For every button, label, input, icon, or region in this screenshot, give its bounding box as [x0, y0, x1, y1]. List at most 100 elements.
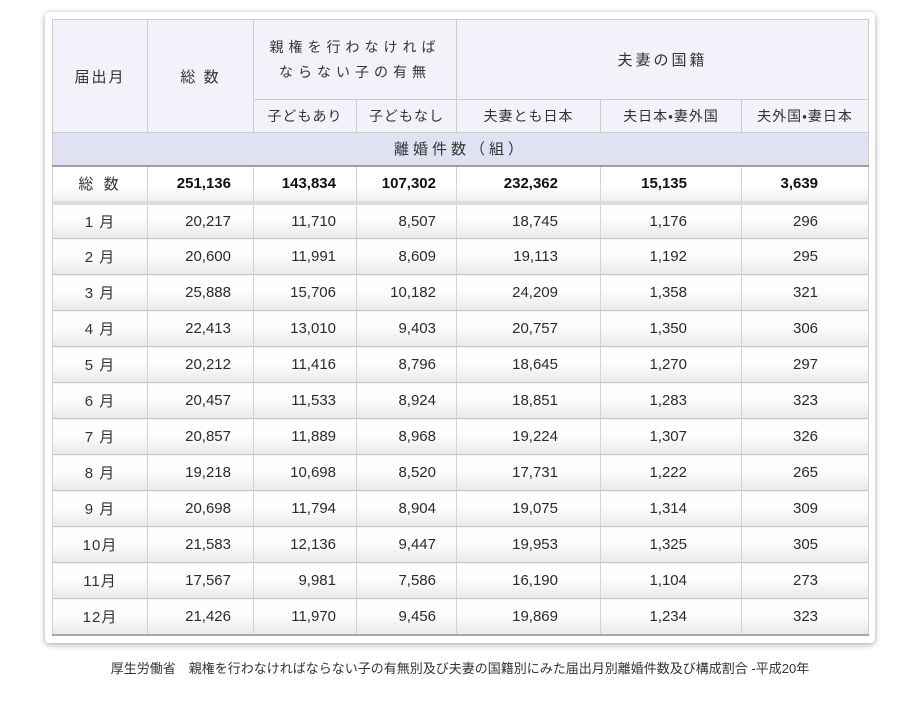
table-cell: 326 — [740, 418, 870, 455]
table-cell: 11,794 — [253, 490, 357, 527]
table-cell: 18,645 — [456, 346, 601, 383]
table-cell: 1,234 — [600, 598, 742, 636]
table-cell: 309 — [740, 490, 870, 527]
header-total: 総 数 — [147, 19, 254, 133]
table-cell: 9,456 — [356, 598, 457, 636]
month-label: 6 月 — [52, 382, 148, 419]
table-cell: 20,212 — [147, 346, 254, 383]
month-label: 10月 — [52, 526, 148, 563]
table-row: 3 月 25,888 15,706 10,182 24,209 1,358 32… — [52, 274, 870, 311]
table-cell: 20,698 — [147, 490, 254, 527]
table-cell: 1,270 — [600, 346, 742, 383]
table-cell: 305 — [740, 526, 870, 563]
table-cell: 11,889 — [253, 418, 357, 455]
table-row: 4 月 22,413 13,010 9,403 20,757 1,350 306 — [52, 310, 870, 347]
table-row: 8 月 19,218 10,698 8,520 17,731 1,222 265 — [52, 454, 870, 491]
table-cell: 1,222 — [600, 454, 742, 491]
total-row-label: 総 数 — [52, 165, 148, 205]
header-custody-group: 親権を行わなければ ならない子の有無 — [253, 19, 457, 100]
table-row: 9 月 20,698 11,794 8,904 19,075 1,314 309 — [52, 490, 870, 527]
table-row: 12月 21,426 11,970 9,456 19,869 1,234 323 — [52, 598, 870, 636]
table-cell: 1,192 — [600, 238, 742, 275]
table-cell: 15,706 — [253, 274, 357, 311]
header-group-row: 届出月 総 数 親権を行わなければ ならない子の有無 夫妻の国籍 — [52, 19, 870, 133]
table-row: 11月 17,567 9,981 7,586 16,190 1,104 273 — [52, 562, 870, 599]
table-cell: 25,888 — [147, 274, 254, 311]
table-cell: 20,457 — [147, 382, 254, 419]
table-cell: 1,350 — [600, 310, 742, 347]
table-cell: 20,600 — [147, 238, 254, 275]
table-cell: 297 — [740, 346, 870, 383]
table-cell: 1,104 — [600, 562, 742, 599]
month-label: 5 月 — [52, 346, 148, 383]
table-cell: 9,981 — [253, 562, 357, 599]
table-cell: 9,447 — [356, 526, 457, 563]
table-cell: 1,325 — [600, 526, 742, 563]
table-cell: 11,991 — [253, 238, 357, 275]
table-cell: 8,904 — [356, 490, 457, 527]
table-cell: 323 — [740, 382, 870, 419]
table-cell: 7,586 — [356, 562, 457, 599]
table-card: 届出月 総 数 親権を行わなければ ならない子の有無 夫妻の国籍 子どもあり 子… — [45, 12, 875, 643]
table-cell: 296 — [740, 202, 870, 239]
table-row: 5 月 20,212 11,416 8,796 18,645 1,270 297 — [52, 346, 870, 383]
table-cell: 3,639 — [740, 165, 870, 205]
table-cell: 1,307 — [600, 418, 742, 455]
month-label: 11月 — [52, 562, 148, 599]
table-cell: 19,953 — [456, 526, 601, 563]
table-cell: 24,209 — [456, 274, 601, 311]
table-cell: 1,283 — [600, 382, 742, 419]
header-custody-line1: 親権を行わなければ — [269, 39, 441, 55]
table-cell: 18,851 — [456, 382, 601, 419]
table-cell: 11,970 — [253, 598, 357, 636]
table-cell: 20,857 — [147, 418, 254, 455]
table-cell: 21,583 — [147, 526, 254, 563]
table-cell: 8,924 — [356, 382, 457, 419]
table-cell: 295 — [740, 238, 870, 275]
header-custody-line2: ならない子の有無 — [279, 63, 431, 80]
table-cell: 20,757 — [456, 310, 601, 347]
table-cell: 19,218 — [147, 454, 254, 491]
table-row: 10月 21,583 12,136 9,447 19,953 1,325 305 — [52, 526, 870, 563]
header-husband-jp-wife-foreign: 夫日本・妻外国 — [600, 99, 742, 133]
total-row: 総 数 251,136 143,834 107,302 232,362 15,1… — [52, 165, 870, 205]
header-no-children: 子どもなし — [356, 99, 457, 133]
header-husband-foreign-wife-jp: 夫外国・妻日本 — [740, 99, 870, 133]
table-cell: 17,731 — [456, 454, 601, 491]
month-label: 3 月 — [52, 274, 148, 311]
table-cell: 265 — [740, 454, 870, 491]
table-cell: 11,710 — [253, 202, 357, 239]
table-cell: 19,869 — [456, 598, 601, 636]
table-cell: 8,968 — [356, 418, 457, 455]
table-body: 離婚件数（組） 総 数 251,136 143,834 107,302 232,… — [51, 132, 870, 636]
band-row: 離婚件数（組） — [51, 132, 870, 167]
header-both-japanese: 夫妻とも日本 — [456, 99, 601, 133]
table-cell: 273 — [740, 562, 870, 599]
table-cell: 143,834 — [253, 165, 357, 205]
month-label: 8 月 — [52, 454, 148, 491]
month-label: 2 月 — [52, 238, 148, 275]
header-nationality-group: 夫妻の国籍 — [455, 19, 870, 100]
table-cell: 21,426 — [147, 598, 254, 636]
table-cell: 18,745 — [456, 202, 601, 239]
table-cell: 9,403 — [356, 310, 457, 347]
table-cell: 8,520 — [356, 454, 457, 491]
table-cell: 11,416 — [253, 346, 357, 383]
table-cell: 1,314 — [600, 490, 742, 527]
table-cell: 15,135 — [600, 165, 742, 205]
source-note: 厚生労働省 親権を行わなければならない子の有無別及び夫妻の国籍別にみた届出月別離… — [110, 660, 810, 676]
month-label: 1 月 — [52, 202, 148, 239]
table-cell: 306 — [740, 310, 870, 347]
table-cell: 11,533 — [253, 382, 357, 419]
table-header: 届出月 総 数 親権を行わなければ ならない子の有無 夫妻の国籍 子どもあり 子… — [52, 19, 870, 133]
month-label: 9 月 — [52, 490, 148, 527]
table-cell: 232,362 — [456, 165, 601, 205]
header-month: 届出月 — [52, 19, 148, 133]
table-cell: 10,182 — [356, 274, 457, 311]
month-label: 12月 — [52, 598, 148, 636]
band-title: 離婚件数（組） — [51, 132, 870, 167]
table-row: 1 月 20,217 11,710 8,507 18,745 1,176 296 — [52, 202, 870, 239]
month-label: 7 月 — [52, 418, 148, 455]
table-cell: 251,136 — [147, 165, 254, 205]
header-with-children: 子どもあり — [253, 99, 357, 133]
